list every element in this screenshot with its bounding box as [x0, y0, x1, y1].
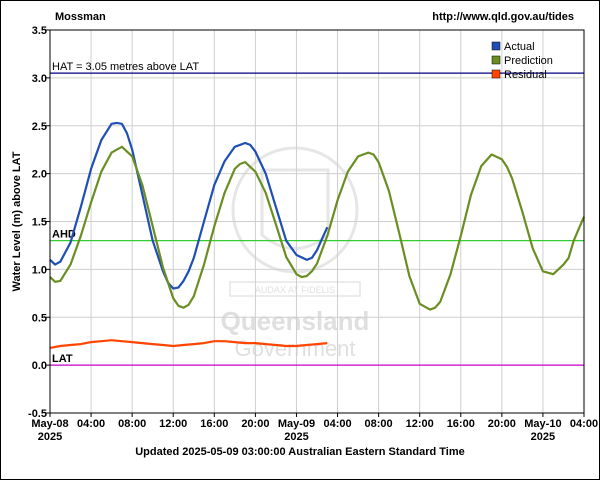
legend-swatch — [491, 69, 501, 79]
reference-line-label: LAT — [52, 353, 73, 365]
y-tick-label: -0.5 — [28, 408, 47, 420]
x-tick-sublabel: 2025 — [531, 431, 555, 443]
series-line-residual — [49, 339, 328, 349]
legend-entry: Prediction — [504, 55, 553, 67]
y-axis-label: Water Level (m) above LAT — [11, 151, 23, 291]
x-tick-label: 16:00 — [200, 418, 228, 430]
x-tick-label: 12:00 — [406, 418, 434, 430]
crest-motto-scroll — [229, 281, 361, 297]
x-tick-label: 04:00 — [323, 418, 351, 430]
series-line-actual — [49, 121, 329, 290]
x-tick-sublabel: 2025 — [38, 431, 62, 443]
plot-area-border — [49, 29, 585, 414]
y-tick-label: 0.0 — [32, 360, 47, 372]
location-title: Mossman — [55, 11, 106, 23]
y-tick-label: 3.5 — [32, 25, 47, 37]
legend-entry: Actual — [504, 41, 535, 53]
x-tick-label: May-09 — [278, 418, 315, 430]
reference-line-label: HAT = 3.05 metres above LAT — [52, 61, 199, 73]
updated-footer: Updated 2025-05-09 03:00:00 Australian E… — [135, 446, 465, 458]
x-tick-label: 08:00 — [118, 418, 146, 430]
y-tick-label: 2.5 — [32, 121, 47, 133]
legend-swatch — [491, 41, 501, 51]
source-url: http://www.qld.gov.au/tides — [432, 11, 574, 23]
x-tick-label: 16:00 — [447, 418, 475, 430]
x-tick-label: 08:00 — [365, 418, 393, 430]
x-tick-label: 20:00 — [488, 418, 516, 430]
x-tick-sublabel: 2025 — [284, 431, 308, 443]
y-tick-label: 0.5 — [32, 312, 47, 324]
x-tick-label: 12:00 — [159, 418, 187, 430]
x-tick-label: May-08 — [31, 418, 68, 430]
x-tick-label: 04:00 — [77, 418, 105, 430]
y-tick-label: 1.5 — [32, 217, 47, 229]
y-tick-label: 2.0 — [32, 169, 47, 181]
y-tick-label: 1.0 — [32, 264, 47, 276]
reference-line-label: AHD — [52, 229, 76, 241]
watermark-queensland: Queensland — [221, 306, 370, 336]
y-tick-label: 3.0 — [32, 73, 47, 85]
legend-swatch — [491, 55, 501, 65]
x-tick-label: May-10 — [524, 418, 561, 430]
legend-entry: Residual — [504, 69, 547, 81]
x-tick-label: 20:00 — [241, 418, 269, 430]
watermark-government: Government — [234, 336, 355, 361]
crest-motto: AUDAX AT FIDELIS — [255, 285, 335, 295]
x-tick-label: 04:00 — [570, 418, 598, 430]
series-line-prediction — [49, 145, 586, 311]
